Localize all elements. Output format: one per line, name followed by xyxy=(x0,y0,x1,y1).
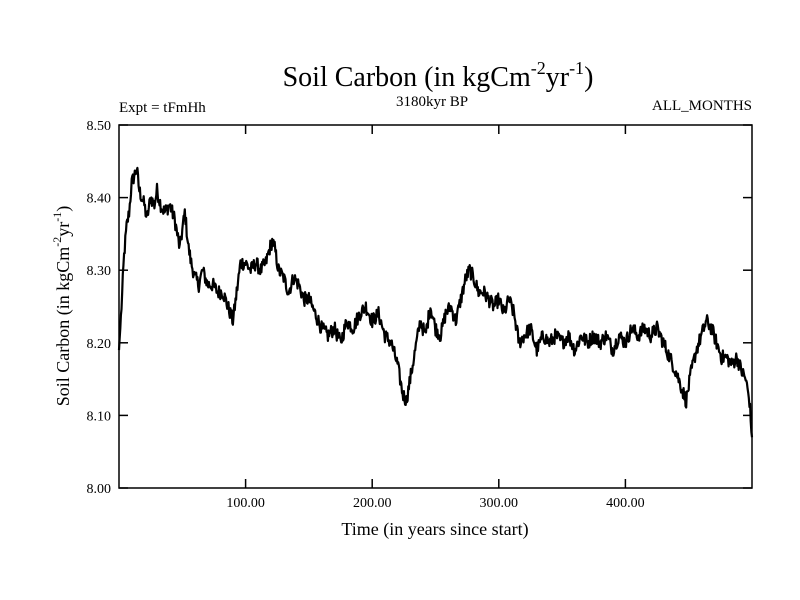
chart-title-end: ) xyxy=(584,62,593,93)
chart-title-mid: yr xyxy=(546,62,570,93)
y-tick-label: 8.30 xyxy=(87,264,112,279)
x-axis-label: Time (in years since start) xyxy=(341,519,528,540)
chart-title-sup1: -2 xyxy=(531,58,546,78)
x-tick-label: 400.00 xyxy=(606,496,645,511)
x-tick-label: 100.00 xyxy=(226,496,265,511)
months-note: ALL_MONTHS xyxy=(652,98,752,114)
y-axis-label-sup1: -2 xyxy=(50,237,64,247)
y-axis-label: Soil Carbon (in kgCm-2yr-1) xyxy=(50,206,74,407)
experiment-note: Expt = tFmHh xyxy=(119,100,206,116)
chart-title-sup2: -1 xyxy=(569,58,584,78)
y-tick-label: 8.40 xyxy=(87,192,112,207)
y-tick-label: 8.00 xyxy=(87,482,112,497)
chart-subtitle: 3180kyr BP xyxy=(396,94,468,110)
chart-title: Soil Carbon (in kgCm-2yr-1) xyxy=(283,58,594,93)
x-tick-label: 300.00 xyxy=(480,496,519,511)
y-axis-ticks: 8.00 8.10 8.20 8.30 8.40 8.50 xyxy=(87,119,752,497)
plot-frame xyxy=(118,124,753,489)
y-axis-label-mid: yr xyxy=(53,222,73,237)
y-axis-label-sup2: -1 xyxy=(50,212,64,222)
y-tick-label: 8.50 xyxy=(87,119,112,134)
y-axis-label-end: ) xyxy=(53,206,74,212)
chart-title-main: Soil Carbon (in kgCm xyxy=(283,62,531,93)
soil-carbon-series-line xyxy=(117,166,754,438)
y-tick-label: 8.20 xyxy=(87,337,112,352)
x-axis-ticks: 100.00 200.00 300.00 400.00 xyxy=(226,125,645,511)
x-tick-label: 200.00 xyxy=(353,496,392,511)
y-axis-label-main: Soil Carbon (in kgCm xyxy=(53,247,74,407)
y-tick-label: 8.10 xyxy=(87,409,112,424)
